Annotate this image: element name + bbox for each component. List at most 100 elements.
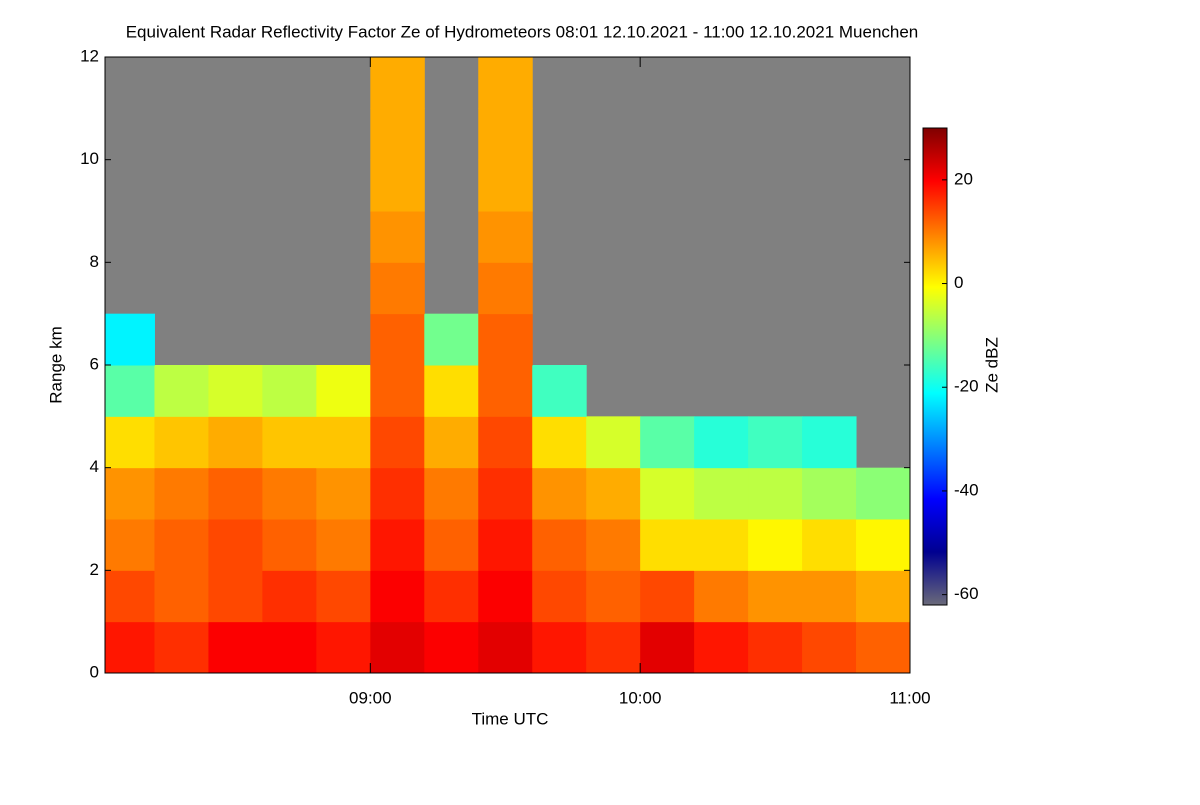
heatmap-cell	[586, 621, 641, 673]
heatmap-cell	[856, 467, 910, 520]
heatmap-cell	[316, 621, 371, 673]
heatmap-cell	[370, 621, 425, 673]
heatmap-cell	[856, 570, 910, 623]
y-tick-label: 8	[90, 252, 99, 271]
heatmap-cell	[694, 467, 749, 520]
heatmap-cell	[370, 365, 425, 417]
heatmap-cell	[424, 519, 479, 571]
heatmap-cell	[478, 570, 533, 623]
heatmap-cell	[370, 262, 425, 315]
colorbar-tick-label: 0	[954, 273, 963, 292]
heatmap-cell	[640, 416, 695, 469]
heatmap-cell	[856, 621, 910, 673]
heatmap-cell	[478, 467, 533, 520]
heatmap-cell	[208, 519, 263, 571]
colorbar-title: Ze dBZ	[982, 337, 1001, 393]
y-tick-label: 2	[90, 560, 99, 579]
heatmap-cell	[105, 519, 155, 571]
heatmap-cell	[802, 621, 857, 673]
heatmap-cell	[478, 416, 533, 469]
heatmap-cell	[640, 467, 695, 520]
heatmap-cell	[640, 621, 695, 673]
heatmap-cell	[208, 467, 263, 520]
heatmap-cell	[532, 570, 587, 623]
heatmap-cell	[748, 416, 803, 469]
heatmap-cell	[424, 621, 479, 673]
y-axis-title: Range km	[46, 326, 65, 403]
heatmap-cell	[532, 519, 587, 571]
heatmap-cell	[154, 621, 209, 673]
y-tick-label: 0	[90, 662, 99, 681]
heatmap-cell	[478, 313, 533, 366]
heatmap-cell	[424, 313, 479, 366]
heatmap-cell	[748, 467, 803, 520]
heatmap-cell	[370, 467, 425, 520]
x-tick-label: 11:00	[889, 688, 930, 707]
heatmap-cell	[748, 519, 803, 571]
heatmap-cell	[748, 621, 803, 673]
heatmap-cell	[370, 57, 425, 109]
colorbar-tick-label: -40	[954, 480, 979, 499]
heatmap-cell	[640, 570, 695, 623]
heatmap-cell	[262, 467, 317, 520]
colorbar	[922, 127, 948, 606]
heatmap-cell	[154, 519, 209, 571]
heatmap-cell	[105, 467, 155, 520]
heatmap-cell	[154, 416, 209, 469]
heatmap-cell	[154, 365, 209, 417]
heatmap-cell	[370, 211, 425, 263]
heatmap-cell	[586, 570, 641, 623]
heatmap	[105, 57, 910, 673]
heatmap-cell	[316, 416, 371, 469]
heatmap-cell	[208, 621, 263, 673]
heatmap-cell	[478, 262, 533, 315]
heatmap-cell	[105, 570, 155, 623]
heatmap-cell	[478, 519, 533, 571]
heatmap-cell	[370, 159, 425, 212]
heatmap-cell	[262, 365, 317, 417]
heatmap-cell	[262, 416, 317, 469]
x-axis-title: Time UTC	[472, 709, 549, 728]
heatmap-cell	[154, 467, 209, 520]
heatmap-cell	[316, 365, 371, 417]
heatmap-cell	[316, 519, 371, 571]
heatmap-cell	[105, 365, 155, 417]
heatmap-cell	[424, 365, 479, 417]
heatmap-cell	[694, 416, 749, 469]
heatmap-cell	[370, 108, 425, 161]
heatmap-cell	[424, 416, 479, 469]
heatmap-cell	[262, 621, 317, 673]
heatmap-cell	[640, 519, 695, 571]
heatmap-cell	[208, 365, 263, 417]
heatmap-cell	[316, 570, 371, 623]
heatmap-cell	[105, 416, 155, 469]
heatmap-cell	[370, 570, 425, 623]
heatmap-cell	[208, 416, 263, 469]
heatmap-cell	[478, 365, 533, 417]
heatmap-cell	[586, 467, 641, 520]
heatmap-cell	[856, 519, 910, 571]
heatmap-cell	[532, 467, 587, 520]
colorbar-tick-label: 20	[954, 169, 973, 188]
heatmap-cell	[586, 416, 641, 469]
heatmap-cell	[262, 519, 317, 571]
y-tick-label: 12	[80, 46, 99, 65]
heatmap-cell	[532, 365, 587, 417]
heatmap-cell	[478, 621, 533, 673]
heatmap-cell	[532, 416, 587, 469]
heatmap-cell	[478, 57, 533, 109]
heatmap-cell	[694, 621, 749, 673]
heatmap-cell	[316, 467, 371, 520]
heatmap-cell	[370, 519, 425, 571]
heatmap-cell	[424, 467, 479, 520]
colorbar-tick-label: -20	[954, 377, 979, 396]
heatmap-cell	[802, 416, 857, 469]
heatmap-cell	[154, 570, 209, 623]
heatmap-cell	[748, 570, 803, 623]
heatmap-cell	[694, 570, 749, 623]
x-tick-label: 10:00	[619, 688, 662, 707]
heatmap-cell	[532, 621, 587, 673]
heatmap-cell	[105, 313, 155, 366]
heatmap-cell	[478, 159, 533, 212]
heatmap-cell	[478, 108, 533, 161]
